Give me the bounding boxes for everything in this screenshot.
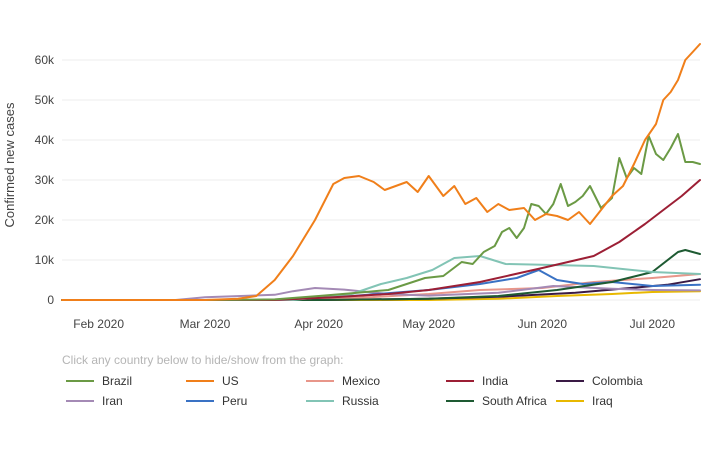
- legend-item-peru[interactable]: Peru: [186, 394, 247, 408]
- series-line-south-africa: [61, 249, 701, 301]
- legend-swatch: [186, 380, 214, 382]
- legend-item-iran[interactable]: Iran: [66, 394, 123, 408]
- x-tick-label: Jul 2020: [630, 317, 676, 331]
- legend-item-india[interactable]: India: [446, 374, 508, 388]
- legend-label: Colombia: [592, 374, 643, 388]
- legend-item-iraq[interactable]: Iraq: [556, 394, 613, 408]
- x-axis-ticks: Feb 2020 Mar 2020 Apr 2020 May 2020 Jun 2020…: [73, 317, 675, 331]
- y-tick-label: 60k: [35, 53, 55, 67]
- legend-swatch: [66, 400, 94, 402]
- series-lines: [61, 43, 701, 301]
- legend-item-brazil[interactable]: Brazil: [66, 374, 132, 388]
- y-axis-title: Confirmed new cases: [2, 102, 17, 227]
- x-tick-label: Apr 2020: [294, 317, 343, 331]
- x-tick-label: Feb 2020: [73, 317, 124, 331]
- series-line-brazil: [61, 133, 701, 301]
- series-line-us: [61, 43, 701, 301]
- y-tick-label: 40k: [35, 133, 55, 147]
- legend-label: Iran: [102, 394, 123, 408]
- legend-item-south-africa[interactable]: South Africa: [446, 394, 547, 408]
- y-tick-label: 30k: [35, 173, 55, 187]
- y-tick-label: 10k: [35, 253, 55, 267]
- series-line-iraq: [61, 290, 701, 301]
- y-tick-label: 20k: [35, 213, 55, 227]
- series-line-india: [61, 179, 701, 301]
- legend-label: Iraq: [592, 394, 613, 408]
- legend-label: Mexico: [342, 374, 381, 388]
- legend-item-mexico[interactable]: Mexico: [306, 374, 380, 388]
- y-tick-label: 0: [47, 293, 54, 307]
- legend-swatch: [556, 400, 584, 402]
- legend-label: South Africa: [482, 394, 547, 408]
- legend-swatch: [186, 400, 214, 402]
- legend-label: India: [482, 374, 509, 388]
- x-tick-label: Jun 2020: [518, 317, 568, 331]
- legend-label: Brazil: [102, 374, 133, 388]
- legend-swatch: [66, 380, 94, 382]
- legend-swatch: [306, 380, 334, 382]
- legend-label: Peru: [222, 394, 248, 408]
- legend-label: US: [222, 374, 239, 388]
- x-tick-label: May 2020: [402, 317, 455, 331]
- series-line-mexico: [61, 273, 701, 301]
- legend-swatch: [556, 380, 584, 382]
- y-tick-label: 50k: [35, 93, 55, 107]
- legend-item-us[interactable]: US: [186, 374, 239, 388]
- gridlines: [62, 59, 700, 301]
- legend-label: Russia: [342, 394, 379, 408]
- legend-swatch: [446, 380, 474, 382]
- y-axis-ticks: 0 10k 20k 30k 40k 50k 60k: [35, 53, 55, 307]
- legend-swatch: [306, 400, 334, 402]
- legend-item-russia[interactable]: Russia: [306, 394, 379, 408]
- legend-swatch: [446, 400, 474, 402]
- legend-hint: Click any country below to hide/show fro…: [62, 353, 344, 367]
- x-tick-label: Mar 2020: [180, 317, 231, 331]
- legend-item-colombia[interactable]: Colombia: [556, 374, 643, 388]
